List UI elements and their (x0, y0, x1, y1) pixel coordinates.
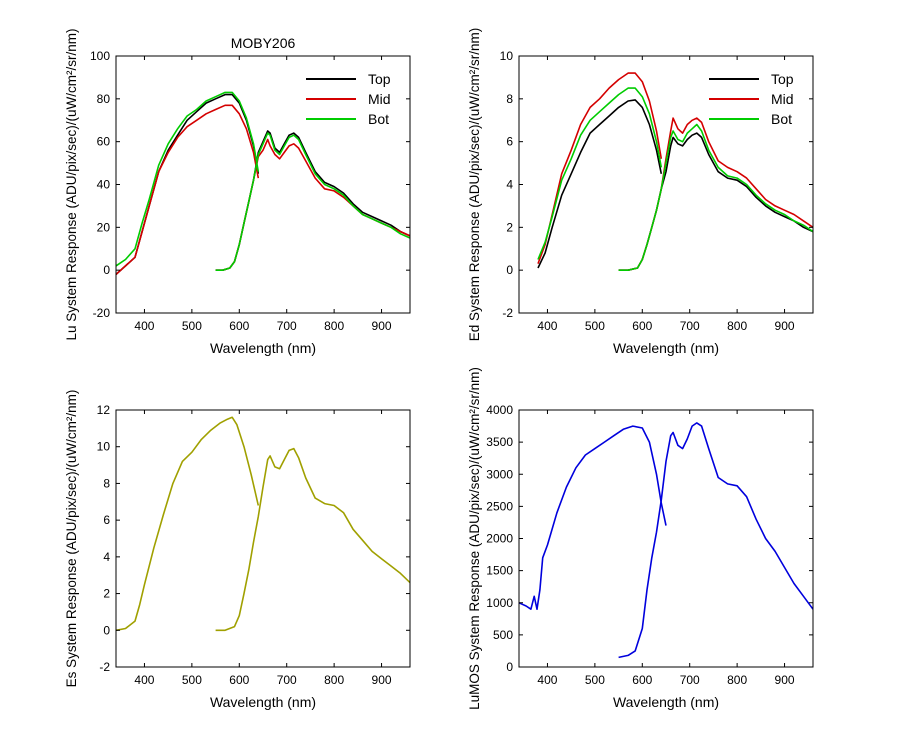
series-line-mid-1 (116, 104, 260, 275)
y-tick-label: 0 (103, 623, 110, 637)
x-tick-label: 800 (324, 673, 344, 687)
plot-frame (115, 409, 411, 668)
y-tick-label: 0 (506, 660, 513, 674)
series-line-response-2 (215, 447, 410, 632)
x-tick-label: 400 (537, 673, 557, 687)
series-line-mid-1 (537, 72, 663, 264)
legend-label: Mid (368, 91, 391, 107)
y-tick-label: 10 (500, 49, 514, 63)
series-line-response-1 (116, 416, 260, 632)
x-tick-label: 900 (775, 673, 795, 687)
series-line-response-1 (519, 425, 667, 610)
y-tick-label: 80 (97, 92, 111, 106)
y-tick-label: 1000 (486, 596, 513, 610)
x-tick-label: 500 (585, 319, 605, 333)
y-tick-label: 4 (506, 178, 513, 192)
y-tick-label: 0 (506, 263, 513, 277)
chart-panel-2: 400 500 600 700 800 900 -2 0 2 4 6 8 10 Wavelength (n… (467, 28, 814, 356)
x-tick-label: 700 (680, 319, 700, 333)
y-tick-label: 4000 (486, 403, 513, 417)
x-tick-label: 900 (775, 319, 795, 333)
y-axis-label: Es System Response (ADU/pix/sec)/(uW/cm²… (64, 390, 79, 688)
chart-panel-4: 400 500 600 700 800 900 0 500 1000 1500 2000 2500 30… (467, 367, 814, 710)
x-tick-label: 400 (134, 319, 154, 333)
x-axis-label: Wavelength (nm) (613, 694, 719, 710)
x-tick-label: 500 (182, 673, 202, 687)
series-line-top-2 (618, 132, 813, 271)
y-tick-label: 4 (103, 550, 110, 564)
chart-panel-1: 400 500 600 700 800 900 -20 0 20 40 60 80 100 Wavelen… (64, 28, 411, 356)
y-tick-label: 40 (97, 178, 111, 192)
x-tick-label: 900 (372, 673, 392, 687)
y-tick-label: 6 (103, 513, 110, 527)
x-tick-label: 600 (229, 319, 249, 333)
x-tick-label: 800 (727, 673, 747, 687)
y-tick-label: 60 (97, 135, 111, 149)
x-tick-label: 500 (182, 319, 202, 333)
y-tick-label: 100 (90, 49, 110, 63)
legend-label: Mid (771, 91, 794, 107)
x-tick-label: 700 (680, 673, 700, 687)
x-tick-label: 600 (229, 673, 249, 687)
plot-frame (115, 55, 411, 314)
y-tick-label: 500 (493, 628, 513, 642)
y-tick-label: 10 (97, 440, 111, 454)
chart-title: MOBY206 (231, 35, 296, 51)
x-axis-label: Wavelength (nm) (210, 340, 316, 356)
y-tick-label: 8 (506, 92, 513, 106)
y-tick-label: 2000 (486, 532, 513, 546)
y-tick-label: -2 (502, 306, 513, 320)
plot-frame (518, 409, 814, 668)
x-axis-label: Wavelength (nm) (210, 694, 316, 710)
series-line-bot-1 (116, 91, 260, 267)
y-tick-label: 8 (103, 476, 110, 490)
x-tick-label: 800 (324, 319, 344, 333)
y-tick-label: 20 (97, 220, 111, 234)
series-line-mid-2 (215, 138, 410, 271)
legend-label: Top (368, 71, 391, 87)
chart-panel-3: 400 500 600 700 800 900 -2 0 2 4 6 8 10 12 Wavelength … (64, 390, 411, 710)
legend-label: Bot (368, 111, 389, 127)
y-tick-label: 2 (506, 220, 513, 234)
x-tick-label: 400 (537, 319, 557, 333)
x-tick-label: 700 (277, 319, 297, 333)
y-axis-label: Ed System Response (ADU/pix/sec)/(uW/cm²… (467, 28, 482, 342)
y-tick-label: 1500 (486, 564, 513, 578)
x-tick-label: 700 (277, 673, 297, 687)
y-tick-label: 6 (506, 135, 513, 149)
series-line-top-1 (537, 99, 663, 269)
y-tick-label: 2500 (486, 499, 513, 513)
y-tick-label: 3500 (486, 435, 513, 449)
legend-label: Top (771, 71, 794, 87)
x-axis-label: Wavelength (nm) (613, 340, 719, 356)
series-line-top-2 (215, 130, 410, 271)
x-tick-label: 600 (632, 319, 652, 333)
series-line-bot-2 (215, 132, 410, 271)
series-line-response-2 (618, 422, 813, 659)
legend-label: Bot (771, 111, 792, 127)
series-line-mid-2 (618, 117, 813, 271)
y-axis-label: Lu System Response (ADU/pix/sec)/(uW/cm²… (64, 28, 79, 340)
x-tick-label: 600 (632, 673, 652, 687)
x-tick-label: 500 (585, 673, 605, 687)
y-tick-label: -20 (93, 306, 111, 320)
series-line-bot-1 (537, 87, 663, 260)
x-tick-label: 800 (727, 319, 747, 333)
series-line-bot-2 (618, 123, 813, 271)
y-tick-label: 3000 (486, 467, 513, 481)
y-tick-label: 12 (97, 403, 111, 417)
x-tick-label: 900 (372, 319, 392, 333)
plot-frame (518, 55, 814, 314)
x-tick-label: 400 (134, 673, 154, 687)
y-tick-label: 0 (103, 263, 110, 277)
y-tick-label: 2 (103, 587, 110, 601)
y-tick-label: -2 (99, 660, 110, 674)
y-axis-label: LuMOS System Response (ADU/pix/sec)/(uW/… (467, 367, 482, 710)
